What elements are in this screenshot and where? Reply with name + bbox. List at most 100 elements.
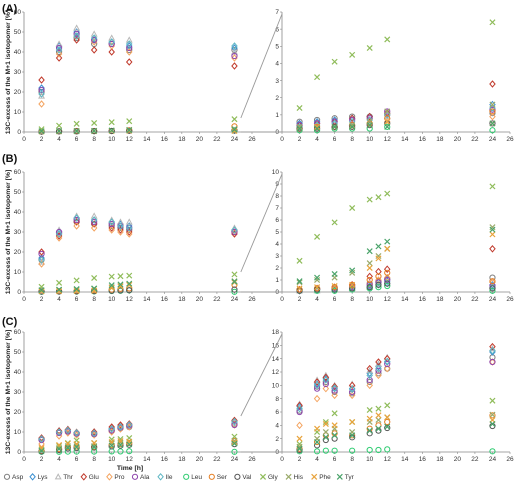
data-point-tyr bbox=[384, 423, 391, 430]
data-point-gly bbox=[489, 183, 496, 190]
data-point-asp bbox=[108, 222, 115, 230]
data-point-val bbox=[91, 444, 98, 451]
y-tick-label: 60 bbox=[14, 329, 22, 336]
legend-item-phe: Phe bbox=[311, 473, 331, 481]
data-point-pro bbox=[125, 230, 133, 238]
x-tick-label: 0 bbox=[22, 456, 26, 463]
x-tick-label: 6 bbox=[333, 296, 337, 303]
data-point-ile bbox=[73, 429, 80, 437]
data-point-leu bbox=[489, 287, 496, 294]
x-tick-label: 22 bbox=[213, 136, 221, 143]
data-point-leu bbox=[322, 447, 329, 454]
data-point-lys bbox=[29, 473, 36, 481]
data-point-gly bbox=[349, 51, 356, 58]
data-point-ile bbox=[322, 376, 330, 384]
legend-item-asp: Asp bbox=[3, 473, 24, 481]
x-tick-label: 22 bbox=[213, 456, 221, 463]
data-point-gly bbox=[314, 74, 321, 81]
data-point-ile bbox=[117, 222, 124, 230]
data-point-tyr bbox=[117, 441, 124, 449]
y-tick-label: 6 bbox=[275, 217, 279, 224]
data-point-pro bbox=[90, 224, 98, 232]
data-point-tyr bbox=[64, 444, 71, 451]
data-point-gly bbox=[331, 410, 338, 417]
data-point-val bbox=[331, 123, 338, 130]
data-point-ile bbox=[231, 226, 238, 234]
data-point-gly bbox=[56, 279, 63, 286]
data-point-phe bbox=[38, 288, 45, 295]
data-point-ile bbox=[90, 429, 98, 437]
data-point-val bbox=[375, 281, 382, 288]
data-point-gly bbox=[384, 36, 391, 43]
y-tick-label: 20 bbox=[14, 89, 22, 96]
data-point-glu bbox=[375, 267, 382, 276]
legend-item-ile: Ile bbox=[157, 473, 173, 481]
data-point-his bbox=[64, 442, 71, 450]
data-point-glu bbox=[489, 80, 496, 88]
data-point-ala bbox=[131, 473, 139, 480]
x-tick-label: 20 bbox=[196, 296, 204, 303]
data-point-his bbox=[366, 260, 373, 267]
data-point-gly bbox=[366, 406, 373, 414]
data-point-pro bbox=[117, 228, 124, 236]
data-point-ile bbox=[231, 417, 238, 426]
data-point-glu bbox=[125, 420, 133, 428]
y-tick-label: 50 bbox=[14, 29, 22, 36]
y-tick-label: 5 bbox=[275, 43, 279, 50]
x-tick-label: 20 bbox=[454, 136, 462, 143]
data-point-tyr bbox=[349, 432, 356, 439]
legend-label: Ala bbox=[140, 474, 150, 481]
y-axis-label-b: 13C-excess of the M+1 isotopomer [%] bbox=[5, 170, 12, 294]
x-tick-label: 22 bbox=[471, 296, 479, 303]
data-point-his bbox=[296, 443, 303, 450]
data-point-tyr bbox=[91, 127, 98, 134]
x-tick-label: 8 bbox=[92, 296, 96, 303]
data-point-val bbox=[73, 128, 80, 135]
data-point-glu bbox=[80, 473, 88, 481]
legend-label: Thr bbox=[63, 474, 74, 481]
data-point-thr bbox=[73, 24, 81, 31]
data-point-his bbox=[384, 108, 391, 115]
x-tick-label: 0 bbox=[22, 136, 26, 143]
data-point-gly bbox=[126, 118, 133, 125]
legend-label: Val bbox=[242, 474, 251, 481]
data-point-ala bbox=[366, 376, 373, 384]
x-tick-label: 22 bbox=[471, 456, 479, 463]
y-tick-label: 0 bbox=[275, 449, 279, 456]
data-point-ala bbox=[91, 36, 98, 44]
data-point-val bbox=[126, 287, 133, 294]
data-point-gly bbox=[384, 190, 391, 197]
data-point-ala bbox=[313, 385, 321, 392]
data-point-ile bbox=[38, 90, 45, 98]
x-tick-label: 26 bbox=[248, 136, 256, 143]
data-point-ala bbox=[231, 421, 238, 429]
data-point-gly bbox=[91, 119, 98, 127]
data-point-gly bbox=[366, 44, 373, 52]
x-tick-label: 2 bbox=[298, 136, 302, 143]
data-point-leu bbox=[231, 288, 238, 295]
data-point-glu bbox=[90, 46, 98, 54]
data-point-gly bbox=[91, 274, 98, 282]
legend-item-thr: Thr bbox=[54, 473, 74, 481]
data-point-thr bbox=[90, 212, 98, 219]
data-point-leu bbox=[313, 448, 321, 455]
x-tick-label: 18 bbox=[178, 136, 186, 143]
legend-item-lys: Lys bbox=[29, 473, 48, 481]
y-tick-label: 1 bbox=[275, 112, 279, 119]
data-point-tyr bbox=[56, 445, 63, 453]
data-point-thr bbox=[231, 48, 238, 55]
x-axis-label-c: Time [h] bbox=[117, 465, 143, 472]
data-point-phe bbox=[231, 439, 238, 446]
y-tick-label: 20 bbox=[14, 249, 22, 256]
data-point-glu bbox=[38, 248, 45, 256]
data-point-ile bbox=[90, 34, 98, 42]
data-point-ile bbox=[117, 423, 124, 431]
data-point-ile bbox=[383, 357, 391, 366]
y-tick-label: 7 bbox=[275, 9, 279, 16]
x-tick-label: 6 bbox=[333, 456, 337, 463]
y-tick-label: 4 bbox=[275, 423, 279, 430]
data-point-asp bbox=[375, 370, 382, 377]
data-point-phe bbox=[91, 287, 98, 294]
